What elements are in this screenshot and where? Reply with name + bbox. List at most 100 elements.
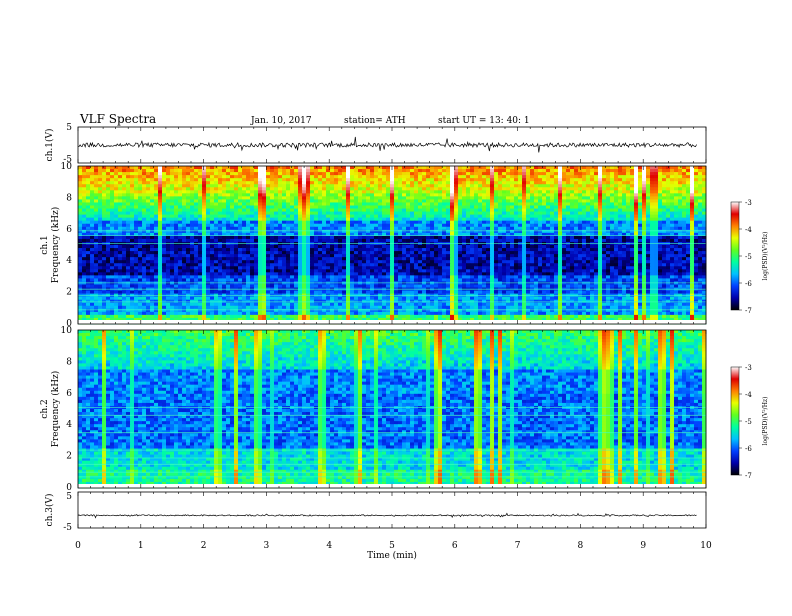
spectrogram-cell (210, 251, 215, 255)
spectrogram-cell (334, 169, 339, 173)
spectrogram-cell (454, 257, 459, 261)
spectrogram-cell (634, 196, 639, 200)
spectrogram-cell (362, 193, 367, 197)
spectrogram-cell (134, 199, 139, 203)
spectrogram-cell (130, 229, 135, 234)
spectrogram-cell (634, 220, 639, 225)
spectrogram-cell (258, 190, 263, 194)
spectrogram-cell (134, 223, 139, 228)
spectrogram-cell (622, 223, 627, 228)
spectrogram-cell (658, 166, 663, 170)
spectrogram-cell (306, 166, 311, 170)
spectrogram-cell (122, 205, 127, 209)
spectrogram-cell (182, 199, 187, 203)
spectrogram-cell (658, 217, 663, 222)
spectrogram-cell (694, 257, 699, 261)
spectrogram-cell (446, 205, 451, 209)
spectrogram-cell (278, 254, 283, 258)
spectrogram-cell (266, 235, 271, 240)
spectrogram-cell (222, 199, 227, 203)
spectrogram-cell (506, 248, 511, 252)
spectrogram-cell (370, 208, 375, 212)
spectrogram-cell (294, 254, 299, 258)
spectrogram-cell (286, 190, 291, 194)
spectrogram-cell (634, 214, 639, 219)
spectrogram-cell (170, 205, 175, 209)
spectrogram-cell (98, 217, 103, 222)
spectrogram-cell (574, 202, 579, 206)
spectrogram-cell (350, 245, 355, 249)
spectrogram-cell (574, 226, 579, 231)
spectrogram-cell (254, 202, 259, 206)
spectrogram-cell (210, 257, 215, 261)
spectrogram-cell (410, 181, 415, 185)
spectrogram-cell (434, 229, 439, 234)
spectrogram-cell (506, 232, 511, 237)
spectrogram-cell (642, 257, 647, 261)
spectrogram-cell (254, 260, 259, 264)
spectrogram-cell (254, 229, 259, 234)
spectrogram-cell (386, 190, 391, 194)
spectrogram-cell (570, 181, 575, 185)
spectrogram-cell (674, 205, 679, 209)
spectrogram-cell (290, 187, 295, 191)
spectrogram-cell (82, 229, 87, 234)
spectrogram-cell (194, 175, 199, 179)
spectrogram-cell (450, 175, 455, 179)
spectrogram-cell (614, 232, 619, 237)
spectrogram-cell (298, 251, 303, 255)
spectrogram-cell (266, 169, 271, 173)
spectrogram-cell (198, 169, 203, 173)
spectrogram-cell (330, 223, 335, 228)
spectrogram-cell (202, 172, 207, 176)
spectrogram-cell (102, 190, 107, 194)
spectrogram-cell (186, 178, 191, 182)
spectrogram-cell (702, 248, 707, 252)
spectrogram-cell (454, 178, 459, 182)
spectrogram-cell (334, 232, 339, 237)
spectrogram-cell (562, 211, 567, 216)
spectrogram-cell (598, 211, 603, 216)
spectrogram-cell (174, 214, 179, 219)
spectrogram-cell (222, 260, 227, 264)
spectrogram-cell (582, 172, 587, 176)
spectrogram-cell (322, 217, 327, 222)
spectrogram-cell (94, 169, 99, 173)
spectrogram-cell (246, 196, 251, 200)
spectrogram-cell (630, 193, 635, 197)
spectrogram-cell (358, 214, 363, 219)
spectrogram-cell (398, 202, 403, 206)
spectrogram-cell (338, 190, 343, 194)
spectrogram-cell (594, 208, 599, 212)
spectrogram-cell (330, 211, 335, 216)
spectrogram-cell (626, 220, 631, 225)
spectrogram-cell (250, 193, 255, 197)
spectrogram-cell (446, 175, 451, 179)
spectrogram-cell (534, 187, 539, 191)
spectrogram-cell (526, 217, 531, 222)
spectrogram-cell (470, 208, 475, 212)
spectrogram-cell (482, 214, 487, 219)
spectrogram-cell (490, 260, 495, 264)
spectrogram-cell (182, 214, 187, 219)
spectrogram-cell (214, 235, 219, 240)
spectrogram-cell (590, 178, 595, 182)
spectrogram-cell (338, 214, 343, 219)
spectrogram-cell (534, 248, 539, 252)
spectrogram-cell (166, 260, 171, 264)
spectrogram-cell (350, 178, 355, 182)
spectrogram-cell (162, 229, 167, 234)
spectrogram-cell (390, 169, 395, 173)
spectrogram-cell (430, 238, 435, 243)
spectrogram-cell (210, 235, 215, 240)
spectrogram-cell (118, 229, 123, 234)
spectrogram-cell (226, 166, 231, 170)
spectrogram-cell (542, 196, 547, 200)
spectrogram-cell (682, 214, 687, 219)
spectrogram-cell (214, 202, 219, 206)
spectrogram-cell (670, 184, 675, 188)
spectrogram-cell (114, 193, 119, 197)
spectrogram-cell (622, 187, 627, 191)
spectrogram-cell (246, 190, 251, 194)
spectrogram-cell (502, 229, 507, 234)
